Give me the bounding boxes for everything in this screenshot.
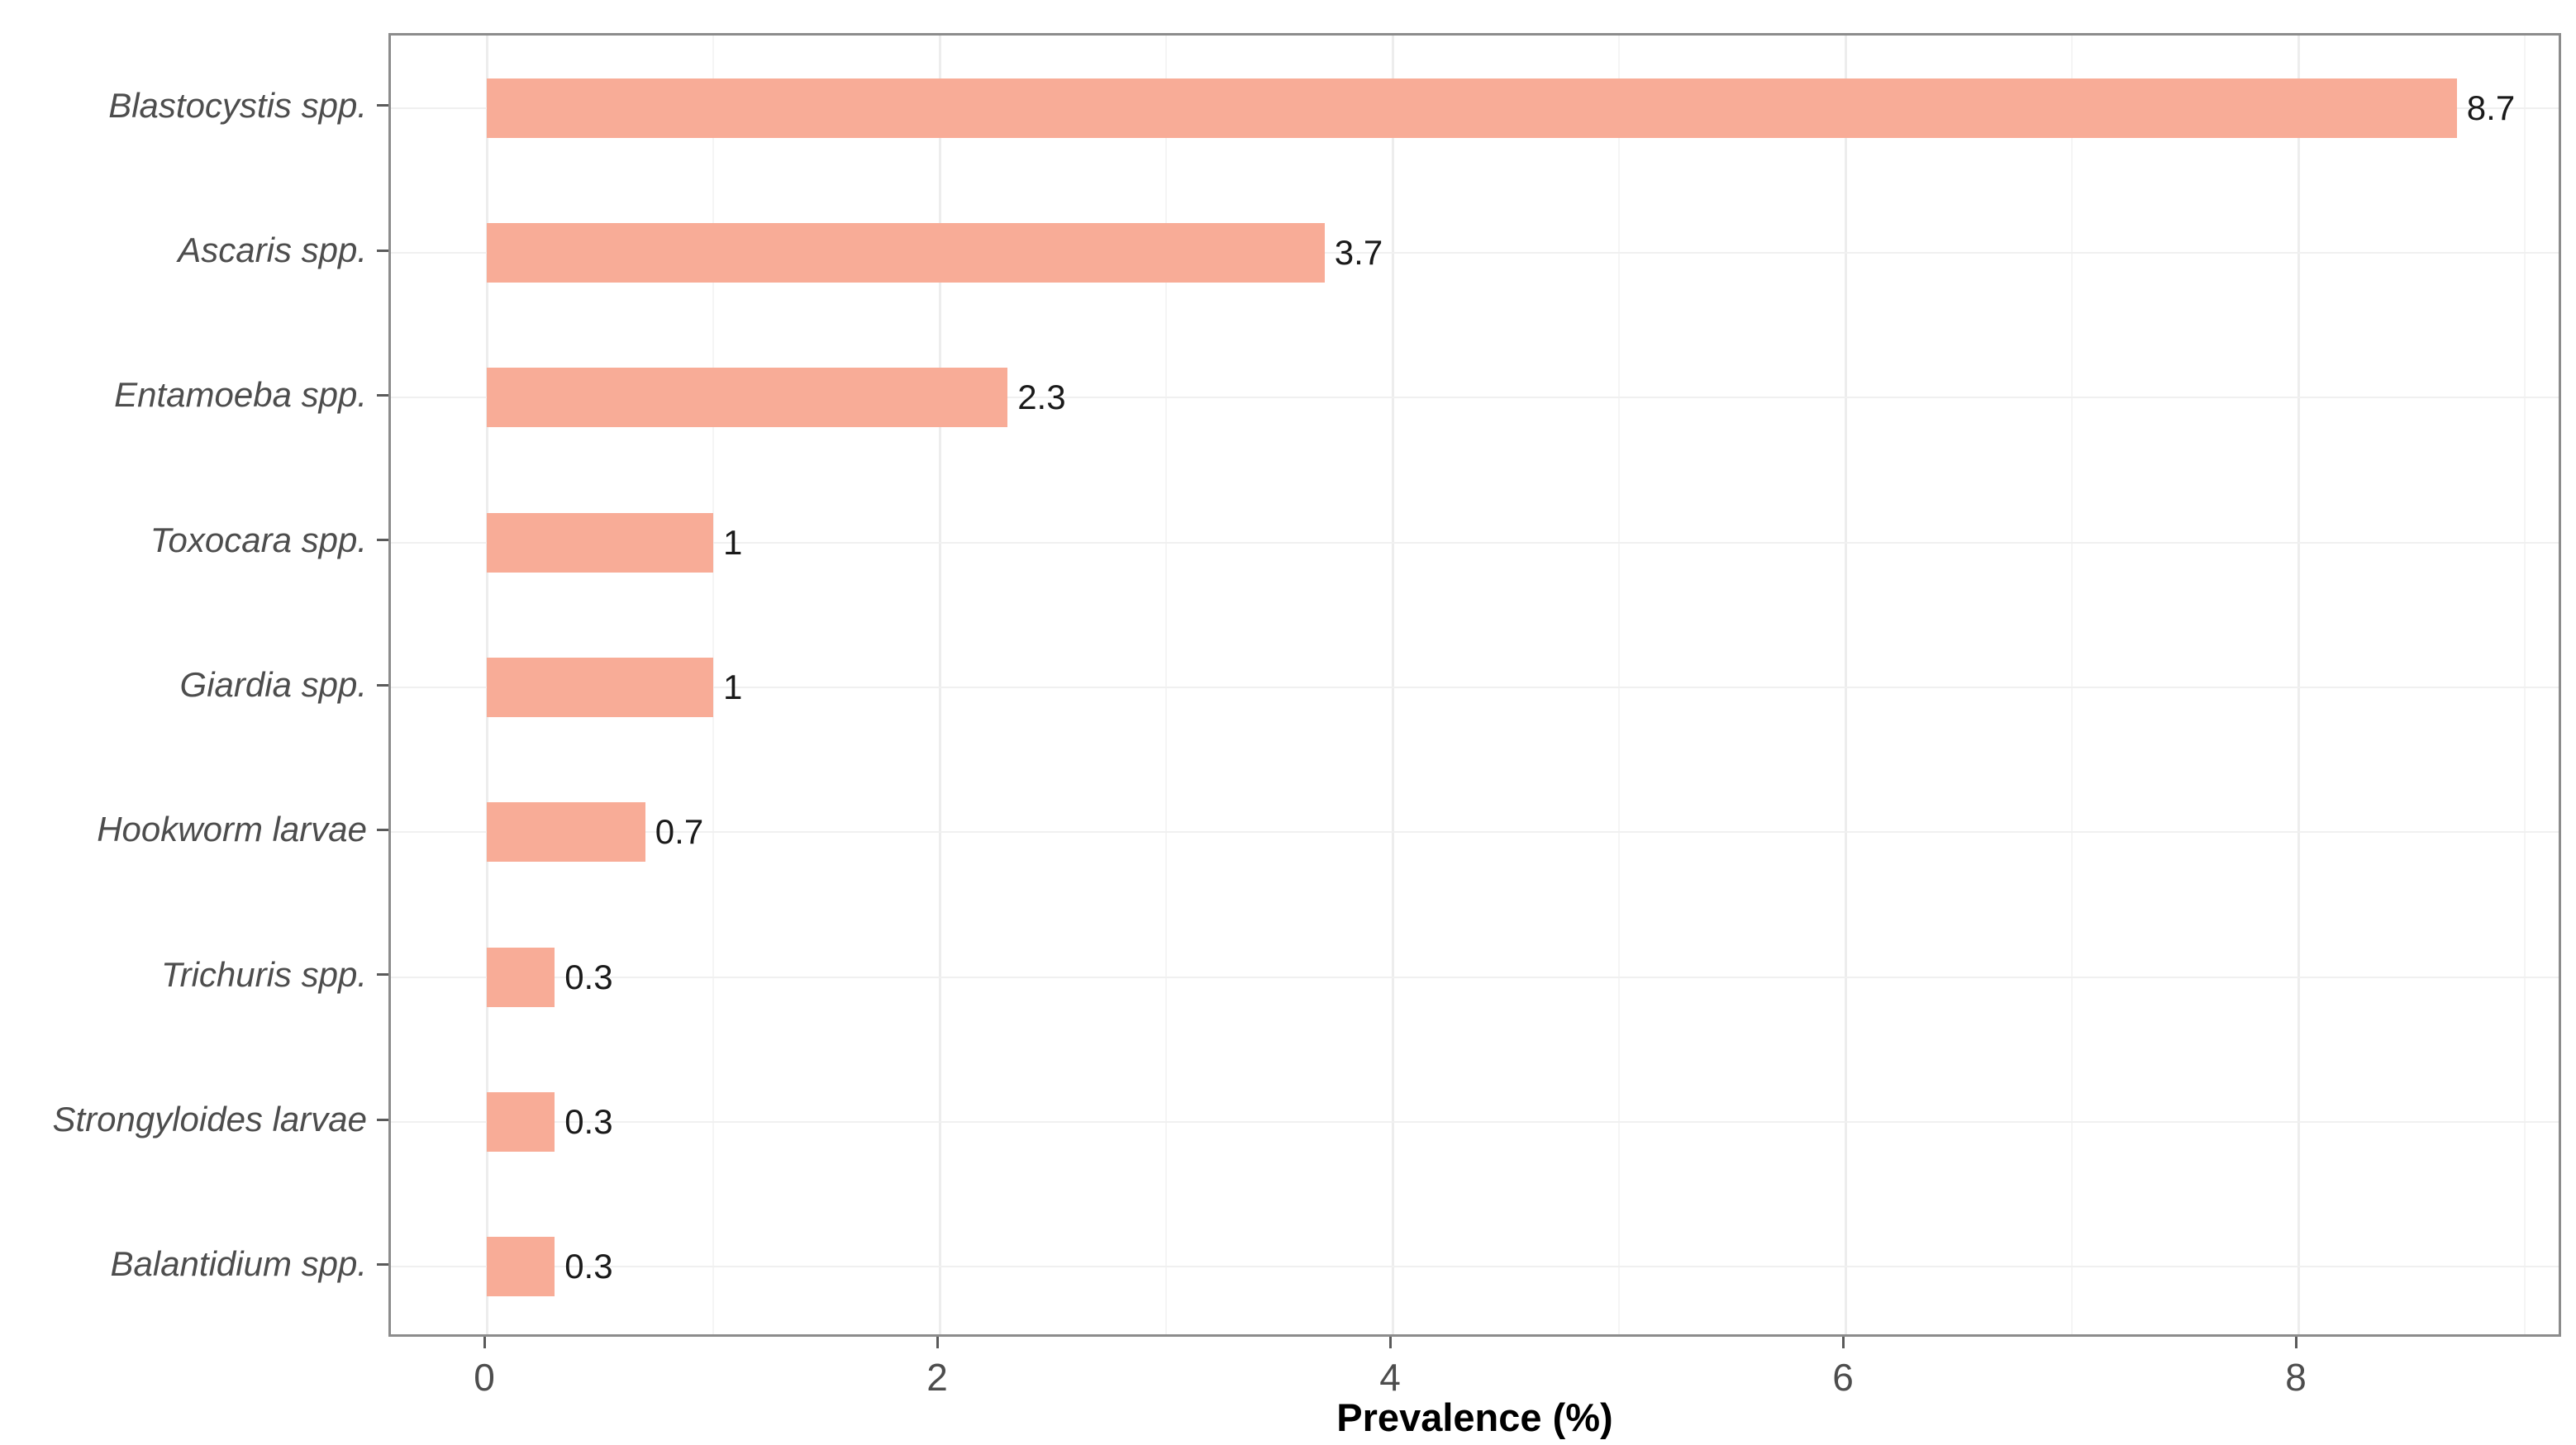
bar [487,1237,555,1297]
bar-value-label: 0.3 [564,1247,613,1286]
y-axis-tick [377,393,388,397]
x-axis-tick-label: 4 [1379,1356,1401,1399]
y-axis-category-label: Balantidium spp. [110,1244,367,1284]
y-axis-category-label: Entamoeba spp. [114,375,367,415]
x-axis-tick-label: 6 [1832,1356,1854,1399]
x-axis-tick [936,1337,939,1348]
bar [487,658,713,717]
x-axis-tick-label: 0 [474,1356,495,1399]
gridline-vertical-major [1392,36,1394,1334]
y-axis-category-label: Toxocara spp. [150,520,367,559]
bar-value-label: 3.7 [1334,233,1383,272]
x-axis-tick [2294,1337,2297,1348]
gridline-vertical-minor [1165,36,1167,1334]
bar [487,1092,555,1152]
gridline-vertical-minor [2524,36,2526,1334]
bar-value-label: 0.7 [655,812,704,852]
bar [487,947,555,1007]
bar-value-label: 1 [723,522,743,562]
gridline-horizontal-major [391,397,2559,399]
bar-value-label: 1 [723,668,743,706]
bar [487,512,713,573]
gridline-horizontal-major [391,976,2559,978]
y-axis-tick [377,1262,388,1266]
y-axis-category-label: Hookworm larvae [97,810,367,849]
gridline-horizontal-major [391,541,2559,544]
gridline-horizontal-major [391,252,2559,254]
y-axis-category-label: Ascaris spp. [178,231,367,269]
gridline-horizontal-major [391,1266,2559,1268]
gridline-vertical-minor [2071,36,2073,1334]
y-axis-category-label: Strongyloides larvae [52,1100,367,1138]
y-axis-tick [377,104,388,107]
gridline-horizontal-major [391,831,2559,834]
bar-value-label: 8.7 [2466,88,2516,127]
gridline-vertical-major [2297,36,2300,1334]
x-axis-tick-label: 2 [926,1356,948,1399]
bar [487,368,1008,428]
y-axis-category-label: Trichuris spp. [161,954,367,994]
x-axis-tick [1388,1337,1392,1348]
y-axis-tick [377,249,388,252]
y-axis-tick [377,683,388,687]
bar [487,78,2457,138]
y-axis-category-label: Giardia spp. [179,665,367,704]
y-axis-tick [377,828,388,831]
bar-value-label: 0.3 [564,1102,613,1141]
gridline-vertical-minor [1618,36,1620,1334]
y-axis-tick [377,1118,388,1121]
bar-value-label: 0.3 [564,957,613,996]
x-axis-tick-label: 8 [2285,1356,2307,1399]
y-axis-tick [377,973,388,977]
gridline-vertical-major [939,36,941,1334]
gridline-horizontal-major [391,687,2559,688]
gridline-vertical-minor [712,36,714,1334]
y-axis-tick [377,539,388,542]
bar [487,223,1325,283]
bar [487,802,645,863]
gridline-vertical-major [1845,36,1847,1334]
plot-panel: 8.7 3.7 2.3 1 1 0.7 0.3 0.3 0.3 [388,33,2561,1337]
gridline-horizontal-major [391,1121,2559,1123]
x-axis-tick [1841,1337,1845,1348]
y-axis-category-label: Blastocystis spp. [108,85,367,125]
x-axis-title: Prevalence (%) [1336,1395,1613,1439]
bar-value-label: 2.3 [1017,378,1066,417]
x-axis-tick [483,1337,486,1348]
